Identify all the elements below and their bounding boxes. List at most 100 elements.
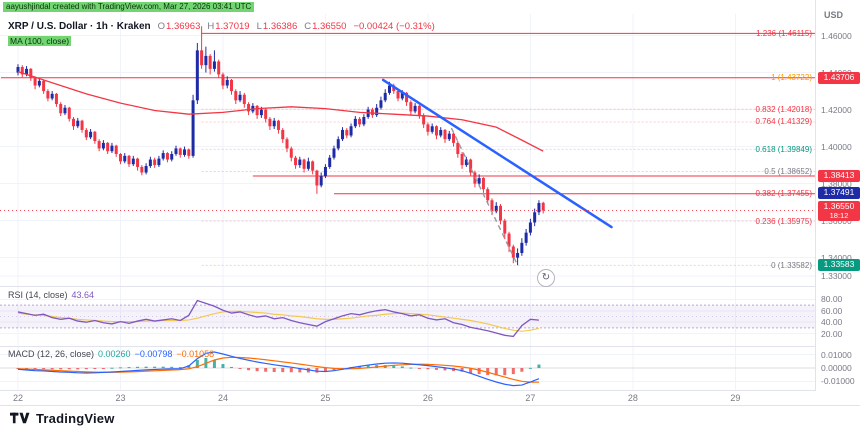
macd-histogram-bar [255, 368, 259, 372]
macd-line-value: −0.00798 [134, 349, 173, 359]
candle-body [533, 212, 537, 223]
macd-histogram-bar [153, 366, 157, 368]
candle-body [319, 176, 323, 186]
brand-name[interactable]: TradingView [36, 410, 115, 426]
candle-body [37, 80, 41, 86]
candle-body [268, 118, 272, 127]
ohlc-low: L 1.36386 [257, 21, 298, 32]
candle-body [281, 129, 285, 140]
rsi-label[interactable]: RSI (14, close) [8, 290, 68, 300]
candle-body [396, 91, 400, 99]
candle-body [242, 94, 246, 105]
refresh-chart-button[interactable]: ↻ [537, 269, 555, 287]
time-tick-label: 26 [422, 393, 433, 403]
candle-body [422, 115, 426, 125]
candle-body [178, 148, 182, 155]
candle-body [537, 203, 541, 213]
candle-body [140, 166, 144, 173]
macd-label[interactable]: MACD (12, 26, close) [8, 349, 95, 359]
projection-dashed-line [450, 127, 519, 266]
close-value: 1.36550 [312, 21, 347, 32]
candle-body [157, 158, 161, 166]
candle-body [379, 100, 383, 108]
candle-body [349, 126, 353, 136]
macd-signal-value: −0.01058 [176, 349, 215, 359]
rsi-tick-label: 80.00 [821, 294, 843, 305]
candle-body [332, 148, 336, 158]
macd-histogram-bar [315, 368, 319, 373]
price-axis-badge: 1.38413 [818, 169, 860, 182]
candle-body [20, 67, 24, 75]
ma-indicator-label[interactable]: MA (100, close) [8, 36, 72, 46]
candle-body [302, 159, 306, 169]
candle-body [89, 131, 93, 138]
macd-histogram-bar [520, 368, 524, 372]
candle-body [153, 159, 157, 166]
macd-tick-label: 0.01000 [821, 349, 852, 360]
candle-body [230, 79, 233, 92]
macd-histogram-bar [93, 368, 97, 369]
macd-histogram-bar [503, 368, 507, 376]
rsi-line [17, 299, 540, 338]
candle-body [276, 120, 280, 130]
rsi-tick-label: 40.00 [821, 317, 843, 328]
candle-body [217, 61, 221, 75]
macd-histogram-bar [42, 368, 46, 370]
candle-body [417, 105, 421, 116]
macd-histogram-bar [494, 368, 498, 376]
macd-histogram-bar [230, 366, 233, 368]
candle-body [72, 118, 76, 127]
candle-body [443, 129, 447, 140]
candle-body [29, 68, 33, 79]
macd-histogram-bar [477, 368, 481, 375]
credit-text: aayushjindal created with TradingView.co… [3, 2, 255, 12]
candle-body [456, 142, 460, 154]
candle-body [106, 142, 110, 152]
candle-body [170, 153, 174, 160]
macd-histogram-bar [110, 367, 114, 369]
time-axis[interactable]: 22 23 24 25 26 27 28 29 [0, 391, 860, 405]
close-label: C [304, 21, 312, 32]
macd-histogram-bar [272, 368, 276, 372]
macd-histogram-bar [460, 368, 464, 372]
tradingview-logo-icon[interactable] [10, 411, 30, 426]
open-label: O [157, 21, 166, 32]
candle-body [294, 157, 298, 166]
candle-body [225, 79, 229, 86]
candle-body [520, 242, 524, 254]
footer-bar: TradingView [0, 405, 860, 430]
macd-histogram-bar [170, 366, 174, 368]
open-value: 1.36963 [166, 21, 201, 32]
candle-body [110, 145, 114, 152]
macd-histogram-bar [178, 367, 182, 369]
candle-body [50, 93, 54, 99]
ma-100-line [17, 71, 544, 152]
macd-histogram-bar [366, 365, 370, 368]
price-tick-label: 1.40000 [821, 141, 852, 152]
macd-histogram-bar [50, 368, 54, 370]
candle-body [345, 129, 349, 136]
macd-histogram-bar [16, 368, 20, 369]
candle-body [136, 158, 140, 167]
candle-body [481, 178, 485, 190]
macd-tick-label: 0.00000 [821, 363, 852, 373]
candle-body [328, 157, 332, 167]
currency-label: USD [824, 10, 844, 20]
candle-body [25, 68, 29, 75]
candle-body [76, 120, 80, 127]
symbol-title[interactable]: XRP / U.S. Dollar · 1h · Kraken [8, 21, 151, 32]
ohlc-open: O 1.36963 [158, 21, 201, 32]
macd-histogram-bar [298, 368, 302, 373]
macd-histogram-bar [426, 368, 430, 370]
price-tick-label: 1.33000 [821, 271, 852, 282]
candle-body [212, 61, 216, 69]
macd-histogram-bar [221, 364, 225, 368]
candle-body [144, 166, 148, 173]
candle-body [298, 159, 302, 166]
candle-body [204, 55, 208, 66]
price-axis[interactable]: USD 1.460001.440001.420001.400001.380001… [815, 0, 860, 391]
candle-body [490, 200, 494, 212]
candle-body [289, 148, 293, 158]
macd-histogram-bar [247, 368, 251, 371]
